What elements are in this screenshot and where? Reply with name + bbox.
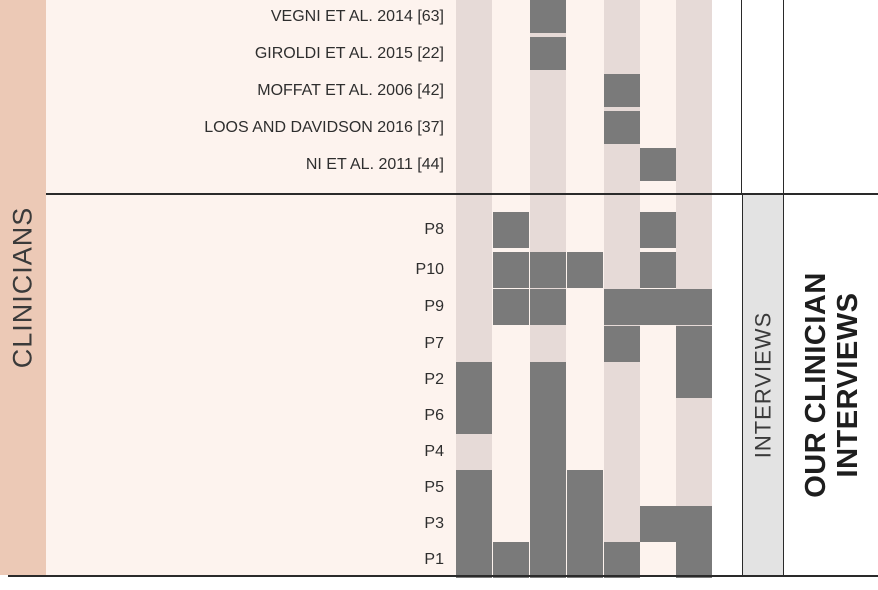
table-bottom-rule xyxy=(8,575,878,577)
row-label: VEGNI ET AL. 2014 [63] xyxy=(270,7,444,25)
section-divider xyxy=(46,193,878,195)
matrix-cell xyxy=(530,470,566,506)
row-label: P10 xyxy=(415,261,444,278)
matrix-cell xyxy=(567,252,603,288)
method-column-right-rule xyxy=(783,0,784,195)
matrix-cell xyxy=(604,289,640,325)
row-label: P8 xyxy=(424,221,444,238)
row-label: P4 xyxy=(424,443,444,460)
matrix-cell xyxy=(604,74,640,107)
row-label: GIROLDI ET AL. 2015 [22] xyxy=(254,44,444,62)
matrix-cell xyxy=(456,470,492,506)
matrix-cell xyxy=(676,542,712,578)
row-label: MOFFAT ET AL. 2006 [42] xyxy=(257,81,444,99)
matrix-cell xyxy=(530,362,566,398)
matrix-cell xyxy=(530,37,566,70)
matrix-cell xyxy=(640,252,676,288)
matrix-cell xyxy=(530,0,566,33)
column-stripe xyxy=(676,0,712,575)
matrix-cell xyxy=(493,542,529,578)
interviews-method-box xyxy=(742,195,784,575)
matrix-cell xyxy=(456,506,492,542)
matrix-cell xyxy=(567,470,603,506)
row-label: P6 xyxy=(424,407,444,424)
matrix-cell xyxy=(493,252,529,288)
row-label: P1 xyxy=(424,551,444,568)
matrix-cell xyxy=(640,148,676,181)
matrix-cell xyxy=(640,212,676,248)
row-label: P2 xyxy=(424,371,444,388)
clinicians-group-label: CLINICIANS xyxy=(7,206,38,369)
matrix-cell xyxy=(676,506,712,542)
matrix-cell xyxy=(530,506,566,542)
matrix-cell xyxy=(456,398,492,434)
matrix-cell xyxy=(530,434,566,470)
matrix-cell xyxy=(530,289,566,325)
matrix-cell xyxy=(640,289,676,325)
matrix-cell xyxy=(567,542,603,578)
row-label: P5 xyxy=(424,479,444,496)
matrix-cell xyxy=(676,289,712,325)
matrix-cell xyxy=(493,212,529,248)
row-label: NI ET AL. 2011 [44] xyxy=(305,155,444,173)
row-label: P9 xyxy=(424,298,444,315)
matrix-cell xyxy=(567,506,603,542)
matrix-cell xyxy=(493,289,529,325)
matrix-cell xyxy=(456,362,492,398)
row-label: LOOS AND DAVIDSON 2016 [37] xyxy=(204,118,444,136)
matrix-cell xyxy=(604,542,640,578)
matrix-cell xyxy=(640,506,676,542)
matrix-cell xyxy=(530,252,566,288)
row-label: P7 xyxy=(424,335,444,352)
matrix-cell xyxy=(530,542,566,578)
interviews-method-label: INTERVIEWS xyxy=(750,311,776,459)
matrix-cell xyxy=(604,326,640,362)
matrix-cell xyxy=(676,326,712,362)
table-background xyxy=(46,0,456,575)
matrix-cell xyxy=(676,362,712,398)
clinicians-group-strip xyxy=(0,0,46,575)
matrix-cell xyxy=(604,111,640,144)
our-clinician-interviews-label: OUR CLINICIAN INTERVIEWS xyxy=(800,272,865,498)
matrix-cell xyxy=(530,398,566,434)
method-column-left-rule xyxy=(741,0,742,195)
row-label: P3 xyxy=(424,515,444,532)
matrix-cell xyxy=(456,542,492,578)
